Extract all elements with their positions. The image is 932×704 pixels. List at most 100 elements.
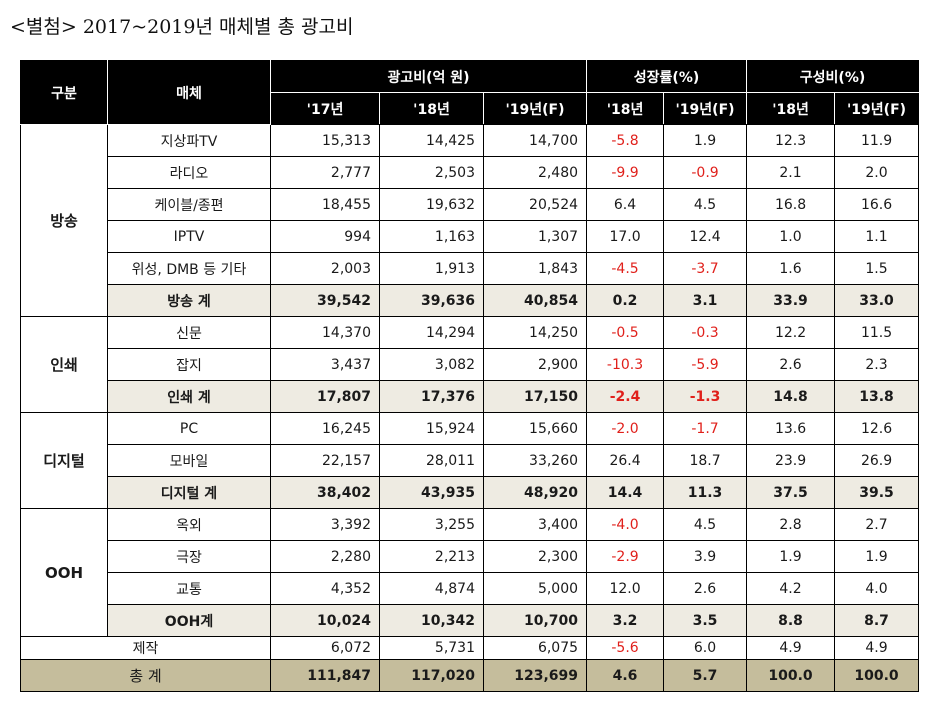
cell-y17: 38,402 xyxy=(270,476,380,509)
media-name: 방송 계 xyxy=(107,284,271,317)
cell-s19: 2.0 xyxy=(834,156,920,189)
cell-y17: 2,003 xyxy=(270,252,380,285)
cell-y18: 14,425 xyxy=(379,124,484,157)
cell-g19: 3.1 xyxy=(663,284,748,317)
media-name: 총 계 xyxy=(20,659,271,692)
cell-g18: 17.0 xyxy=(586,220,665,253)
media-name: 라디오 xyxy=(107,156,271,189)
subtotal-row: OOH계 10,024 10,342 10,700 3.2 3.5 8.8 8.7 xyxy=(21,604,920,637)
cell-y18: 15,924 xyxy=(379,412,484,445)
cell-s18: 12.3 xyxy=(746,124,836,157)
cell-y17: 4,352 xyxy=(270,572,380,605)
cell-s18: 2.6 xyxy=(746,348,836,381)
cell-y19: 14,250 xyxy=(482,316,588,349)
cell-y18: 39,636 xyxy=(379,284,484,317)
cell-y18: 2,503 xyxy=(379,156,484,189)
cell-y18: 3,082 xyxy=(379,348,484,381)
cell-y18: 14,294 xyxy=(379,316,484,349)
cell-y19: 1,843 xyxy=(482,252,588,285)
header-adspend-2017: '17년 xyxy=(270,92,380,125)
cell-y17: 2,280 xyxy=(270,540,380,573)
header-share-2019f: '19년(F) xyxy=(834,92,920,125)
header-adspend-2018: '18년 xyxy=(379,92,484,125)
adspend-table: 구분 매체 광고비(억 원) 성장률(%) 구성비(%) '17년 '18년 '… xyxy=(20,60,920,692)
cell-y19: 33,260 xyxy=(482,444,588,477)
media-name: 신문 xyxy=(107,316,271,349)
media-name: 제작 xyxy=(20,636,271,660)
table-row: 디지털 PC 16,245 15,924 15,660 -2.0 -1.7 13.6 12.6 xyxy=(20,412,920,509)
cell-s19: 1.5 xyxy=(834,252,920,285)
cell-s18: 16.8 xyxy=(746,188,836,221)
group-label: 인쇄 xyxy=(20,316,108,413)
table-row: 케이블/종편 18,455 19,632 20,524 6.4 4.5 16.8 16.6 xyxy=(21,188,920,221)
cell-g19: 6.0 xyxy=(663,636,748,660)
media-name: 옥외 xyxy=(107,508,271,541)
cell-g19: 2.6 xyxy=(663,572,748,605)
cell-g18: 0.2 xyxy=(586,284,665,317)
cell-s19: 11.9 xyxy=(834,124,920,157)
cell-y18: 2,213 xyxy=(379,540,484,573)
cell-s19: 8.7 xyxy=(834,604,920,637)
table-header: 구분 매체 광고비(억 원) 성장률(%) 구성비(%) '17년 '18년 '… xyxy=(20,60,920,125)
cell-s19: 13.8 xyxy=(834,380,920,413)
cell-y19: 48,920 xyxy=(482,476,588,509)
cell-g19: 3.5 xyxy=(663,604,748,637)
cell-y19: 3,400 xyxy=(482,508,588,541)
production-row: 제작 6,072 5,731 6,075 -5.6 6.0 4.9 4.9 xyxy=(20,636,920,660)
media-name: 교통 xyxy=(107,572,271,605)
cell-g19: 4.5 xyxy=(663,188,748,221)
cell-g19: -0.9 xyxy=(663,156,748,189)
cell-y17: 6,072 xyxy=(270,636,380,660)
header-adspend-2019f: '19년(F) xyxy=(482,92,588,125)
cell-g19: 5.7 xyxy=(663,659,748,692)
cell-s18: 4.2 xyxy=(746,572,836,605)
subtotal-row: 인쇄 계 17,807 17,376 17,150 -2.4 -1.3 14.8 13.8 xyxy=(21,380,920,413)
cell-y18: 19,632 xyxy=(379,188,484,221)
header-share-2018: '18년 xyxy=(746,92,836,125)
cell-y19: 1,307 xyxy=(482,220,588,253)
cell-g19: -1.7 xyxy=(663,412,748,445)
header-growth-group: 성장률(%) xyxy=(586,60,748,93)
cell-s18: 8.8 xyxy=(746,604,836,637)
cell-s18: 14.8 xyxy=(746,380,836,413)
cell-s19: 12.6 xyxy=(834,412,920,445)
cell-y18: 3,255 xyxy=(379,508,484,541)
cell-y17: 3,392 xyxy=(270,508,380,541)
cell-g18: -5.8 xyxy=(586,124,665,157)
cell-s18: 37.5 xyxy=(746,476,836,509)
header-share-group: 구성비(%) xyxy=(746,60,920,93)
cell-g18: -4.0 xyxy=(586,508,665,541)
cell-y19: 5,000 xyxy=(482,572,588,605)
table-row: IPTV 994 1,163 1,307 17.0 12.4 1.0 1.1 xyxy=(21,220,920,253)
cell-g18: 4.6 xyxy=(586,659,665,692)
cell-y18: 1,163 xyxy=(379,220,484,253)
table-row: 방송 지상파TV 15,313 14,425 14,700 -5.8 1.9 12.3 11.9 xyxy=(20,124,920,317)
cell-y18: 17,376 xyxy=(379,380,484,413)
cell-g18: -2.4 xyxy=(586,380,665,413)
cell-s19: 4.0 xyxy=(834,572,920,605)
media-name: OOH계 xyxy=(107,604,271,637)
cell-y19: 2,300 xyxy=(482,540,588,573)
media-name: PC xyxy=(107,412,271,445)
cell-y19: 2,900 xyxy=(482,348,588,381)
cell-g19: -3.7 xyxy=(663,252,748,285)
cell-y18: 4,874 xyxy=(379,572,484,605)
cell-y19: 20,524 xyxy=(482,188,588,221)
cell-s18: 33.9 xyxy=(746,284,836,317)
cell-g19: 4.5 xyxy=(663,508,748,541)
grand-total-row: 총 계 111,847 117,020 123,699 4.6 5.7 100.0 100.0 xyxy=(20,659,920,692)
cell-s19: 26.9 xyxy=(834,444,920,477)
cell-y18: 1,913 xyxy=(379,252,484,285)
cell-g18: 6.4 xyxy=(586,188,665,221)
cell-y17: 111,847 xyxy=(270,659,380,692)
table-row: 극장 2,280 2,213 2,300 -2.9 3.9 1.9 1.9 xyxy=(21,540,920,573)
cell-g18: 3.2 xyxy=(586,604,665,637)
cell-s19: 39.5 xyxy=(834,476,920,509)
cell-s19: 1.1 xyxy=(834,220,920,253)
cell-g18: 12.0 xyxy=(586,572,665,605)
header-growth-2019f: '19년(F) xyxy=(663,92,748,125)
cell-g19: -1.3 xyxy=(663,380,748,413)
cell-s18: 100.0 xyxy=(746,659,836,692)
media-name: 잡지 xyxy=(107,348,271,381)
cell-g19: -5.9 xyxy=(663,348,748,381)
